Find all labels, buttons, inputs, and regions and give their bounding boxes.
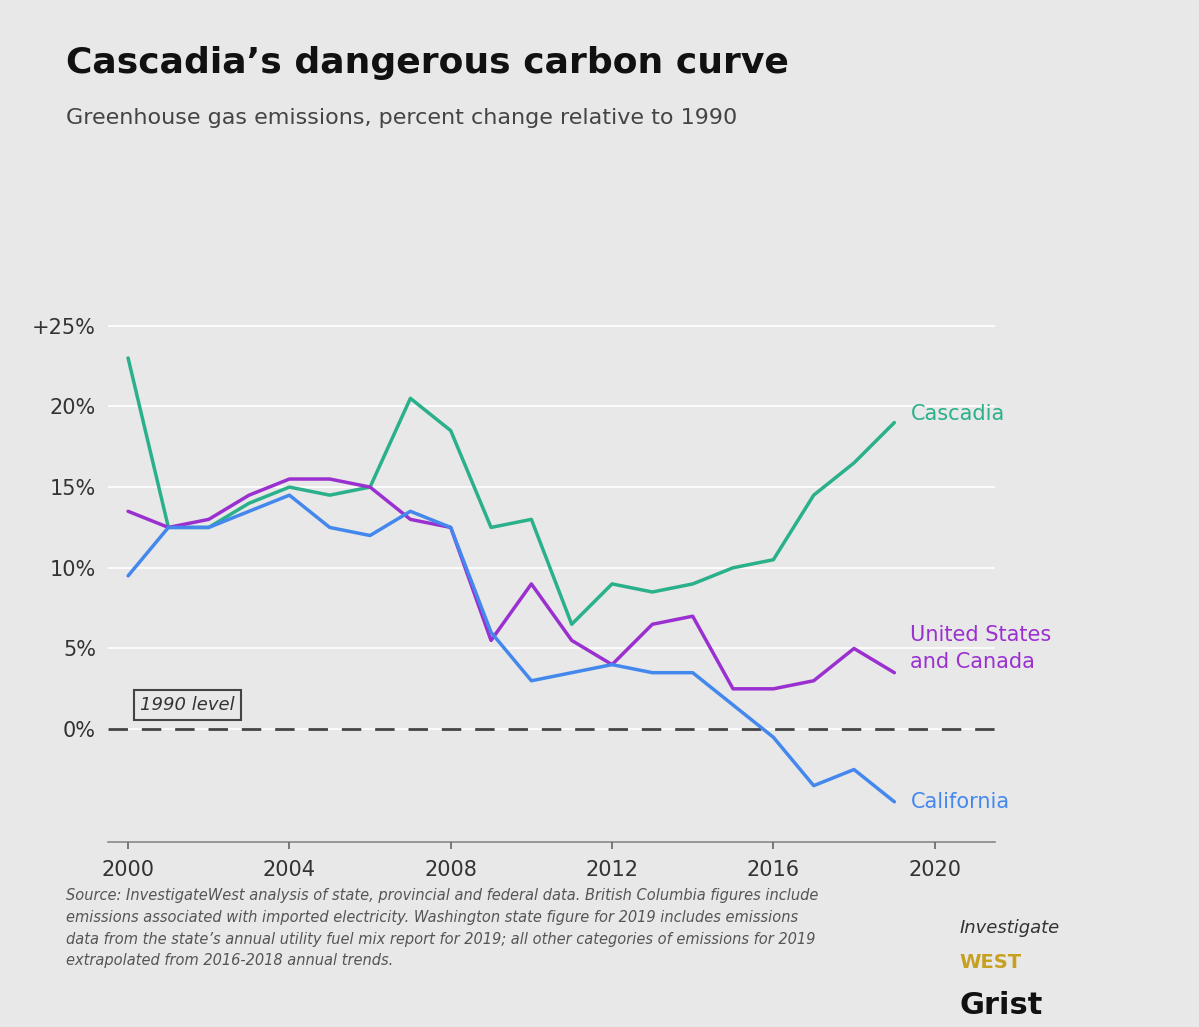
Text: Source: InvestigateWest analysis of state, provincial and federal data. British : Source: InvestigateWest analysis of stat…	[66, 888, 819, 968]
Text: 1990 level: 1990 level	[140, 696, 235, 714]
Text: United States
and Canada: United States and Canada	[910, 625, 1052, 672]
Text: California: California	[910, 792, 1010, 811]
Text: Investigate: Investigate	[959, 919, 1060, 938]
Text: Cascadia: Cascadia	[910, 405, 1005, 424]
Text: Cascadia’s dangerous carbon curve: Cascadia’s dangerous carbon curve	[66, 46, 789, 80]
Text: Greenhouse gas emissions, percent change relative to 1990: Greenhouse gas emissions, percent change…	[66, 108, 737, 127]
Text: WEST: WEST	[959, 953, 1022, 973]
Text: Grist: Grist	[959, 991, 1043, 1020]
